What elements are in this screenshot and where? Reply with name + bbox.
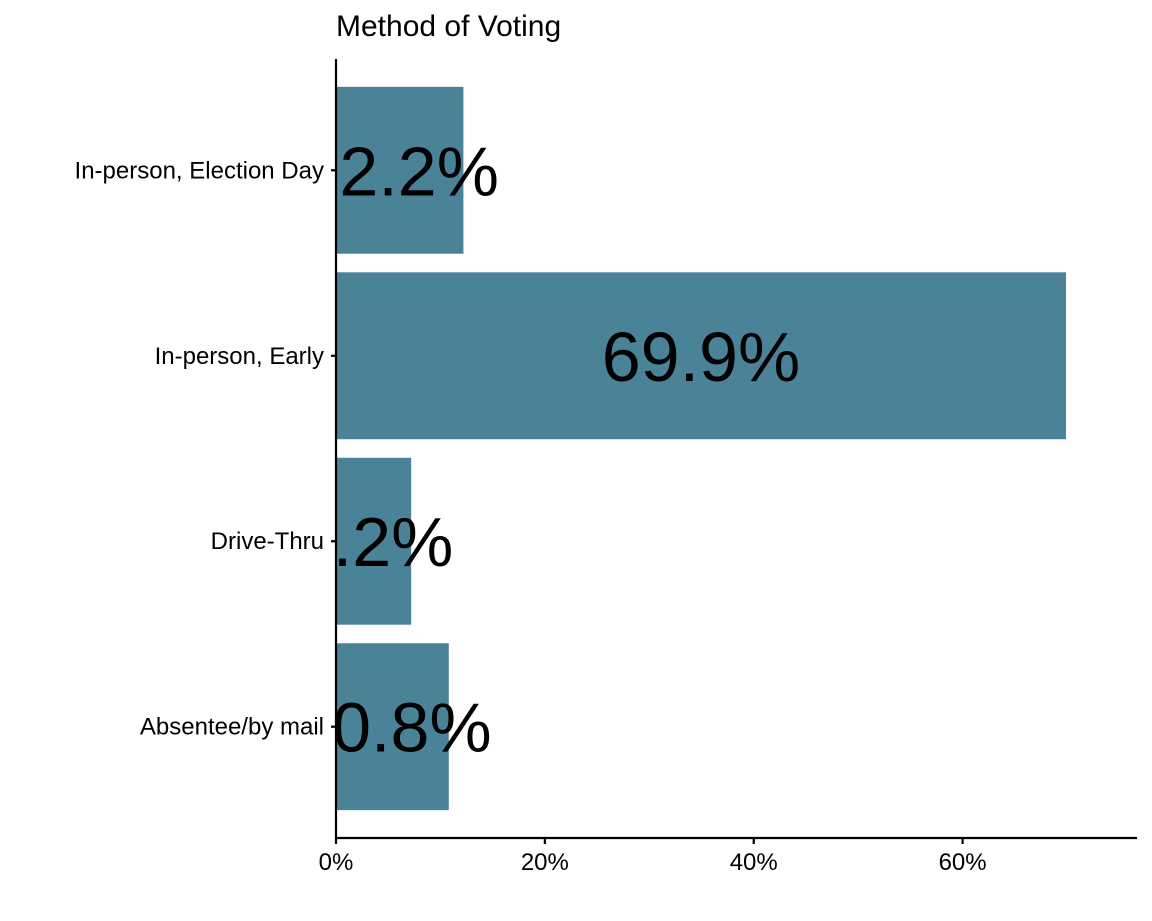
bar [336,643,449,811]
category-label: In-person, Election Day [75,157,324,184]
bar-value-label: 12.2% [300,132,498,210]
x-tick-label: 40% [730,849,778,876]
bars-group [336,86,1066,811]
bar-value-label: 10.8% [293,689,491,767]
category-label: Absentee/by mail [140,714,324,741]
x-tick-label: 20% [521,849,569,876]
bar [336,272,1066,440]
x-tick-label: 60% [939,849,987,876]
data-labels-group: 12.2% 69.9% 7.2% 10.8% [293,132,800,767]
x-axis: 0% 20% 40% 60% [319,838,987,876]
bar-value-label: 69.9% [602,318,800,396]
category-label: In-person, Early [155,343,324,370]
bar [336,457,412,625]
x-tick-label: 0% [319,849,354,876]
chart-title: Method of Voting [336,10,561,43]
y-axis: In-person, Election Day In-person, Early D… [75,157,336,741]
bar-value-label: 7.2% [294,503,454,581]
plot-area: 12.2% 69.9% 7.2% 10.8% [293,86,1066,811]
category-label: Drive-Thru [211,528,324,555]
bar [336,86,464,254]
